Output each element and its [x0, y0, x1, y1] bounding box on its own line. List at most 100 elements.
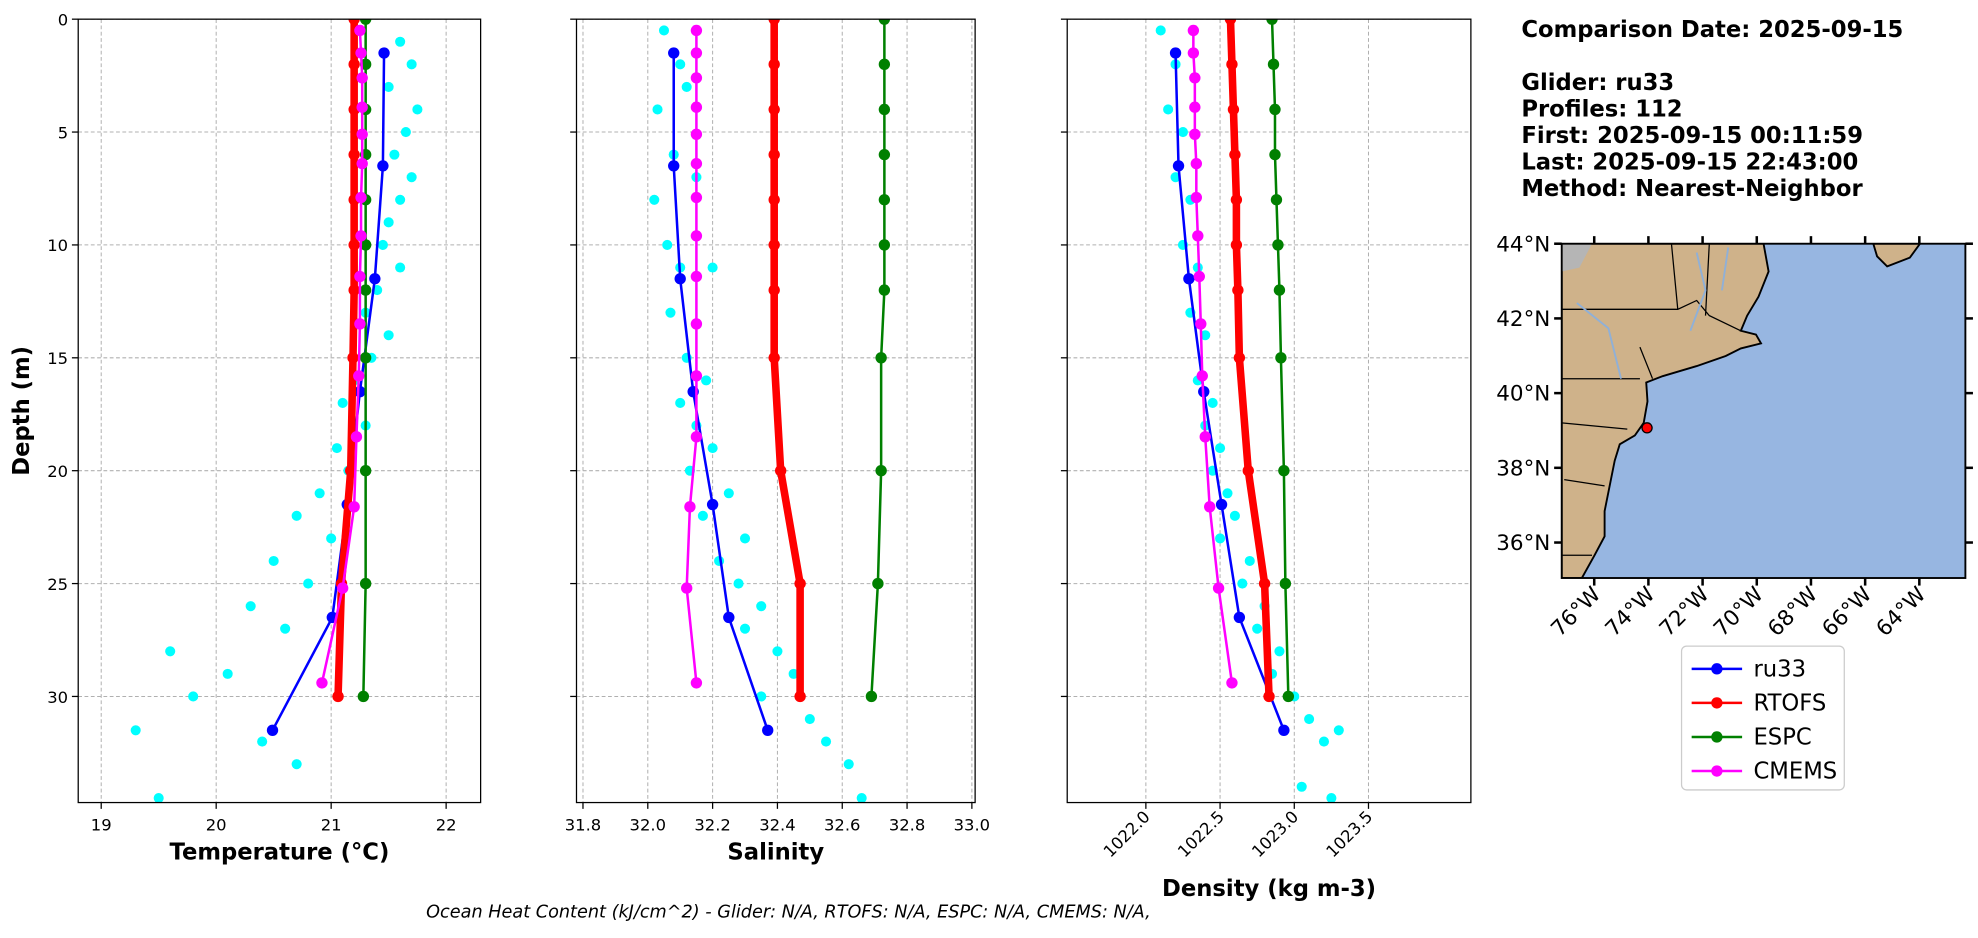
- glider-point: [804, 713, 815, 725]
- y-tick-label: 15: [47, 349, 68, 368]
- glider-point: [856, 792, 867, 803]
- series-marker: [768, 352, 780, 364]
- legend-label: ESPC: [1753, 725, 1811, 751]
- glider-point: [756, 601, 767, 612]
- series-marker: [1215, 498, 1228, 511]
- info-first: First: 2025-09-15 00:11:59: [1521, 123, 1863, 149]
- lon-label: 74°W: [1601, 582, 1661, 642]
- series-marker: [681, 582, 693, 594]
- glider-point: [788, 668, 799, 679]
- glider-point: [383, 81, 394, 92]
- series-marker: [878, 148, 891, 161]
- glider-point: [1177, 127, 1189, 138]
- glider-point: [1222, 488, 1233, 499]
- glider-point: [395, 194, 406, 205]
- info-date: Comparison Date: 2025-09-15: [1521, 17, 1903, 43]
- lon-label: 64°W: [1872, 582, 1932, 642]
- x-tick-label: 32.2: [694, 815, 730, 834]
- series-marker: [348, 19, 360, 25]
- series-marker: [1169, 47, 1182, 59]
- glider-point: [1200, 330, 1211, 341]
- x-tick-label: 31.8: [565, 815, 601, 834]
- series-marker: [1192, 230, 1204, 242]
- series-marker: [668, 160, 680, 172]
- series-marker: [774, 465, 787, 477]
- series-marker: [1224, 19, 1237, 25]
- series-marker: [1172, 160, 1185, 172]
- glider-point: [406, 59, 417, 70]
- series-marker: [872, 577, 884, 590]
- glider-point: [383, 330, 394, 341]
- series-marker: [356, 128, 368, 140]
- glider-point: [675, 59, 686, 70]
- series-marker: [684, 501, 696, 513]
- series-marker: [355, 191, 367, 204]
- glider-point: [1215, 443, 1226, 454]
- series-marker: [1282, 690, 1295, 703]
- series-marker: [348, 58, 360, 71]
- glider-point: [649, 194, 660, 205]
- glider-point: [772, 646, 783, 657]
- axes-frame: [1066, 18, 1472, 804]
- legend-box: [1680, 645, 1845, 791]
- series-marker: [1227, 103, 1240, 116]
- series-marker: [354, 318, 366, 330]
- series-marker: [359, 239, 372, 251]
- glider-point: [1163, 104, 1174, 115]
- info-profiles: Profiles: 112: [1521, 96, 1682, 122]
- glider-point: [326, 533, 337, 544]
- series-marker: [1272, 239, 1284, 251]
- series-marker: [690, 24, 703, 37]
- glider-point: [303, 578, 314, 589]
- series-marker: [354, 270, 366, 283]
- x-tick-label: 1022.5: [1174, 807, 1228, 861]
- x-axis-label: Temperature (°C): [170, 839, 390, 865]
- glider-point: [1274, 646, 1285, 657]
- glider-point: [395, 262, 406, 273]
- lat-label: 38°N: [1496, 456, 1550, 481]
- glider-point: [1333, 725, 1344, 736]
- series-marker: [1199, 431, 1211, 443]
- series-marker: [768, 194, 780, 206]
- series-marker: [1189, 101, 1201, 113]
- glider-point: [412, 104, 423, 115]
- glider-point: [1318, 736, 1330, 747]
- axes-frame: [575, 18, 976, 804]
- glider-location: [1641, 422, 1653, 434]
- x-tick-label: 1023.0: [1248, 807, 1302, 861]
- series-marker: [690, 47, 703, 59]
- series-marker: [1269, 148, 1281, 161]
- legend-label: CMEMS: [1753, 759, 1837, 785]
- series-marker: [1190, 191, 1203, 204]
- series-marker: [359, 352, 372, 364]
- map-frame: [1560, 242, 1967, 579]
- series-marker: [1278, 465, 1290, 477]
- legend-label: ru33: [1753, 656, 1806, 682]
- series-marker: [768, 58, 780, 71]
- series-marker: [357, 690, 370, 703]
- legend-marker: [1711, 765, 1723, 777]
- info-glider: Glider: ru33: [1521, 70, 1674, 96]
- glider-point: [1207, 397, 1218, 409]
- series-marker: [1230, 239, 1243, 251]
- glider-point: [756, 691, 767, 702]
- plot-area: [576, 19, 976, 803]
- glider-point: [707, 443, 718, 454]
- rivers: [1576, 247, 1730, 379]
- series-marker: [353, 370, 365, 382]
- series-marker: [690, 101, 703, 113]
- glider-point: [1296, 781, 1307, 792]
- series-marker: [768, 284, 780, 296]
- series-marker: [1183, 273, 1195, 285]
- glider-point: [662, 239, 673, 250]
- y-tick-label: 10: [47, 236, 68, 255]
- series-marker: [865, 690, 878, 703]
- y-tick-label: 25: [47, 575, 68, 594]
- borders: [1561, 243, 1742, 556]
- glider-point: [1304, 713, 1315, 725]
- legend-marker: [1711, 731, 1723, 743]
- x-tick-label: 33.0: [954, 815, 990, 834]
- glider-point: [280, 623, 291, 634]
- info-method: Method: Nearest-Neighbor: [1521, 176, 1863, 202]
